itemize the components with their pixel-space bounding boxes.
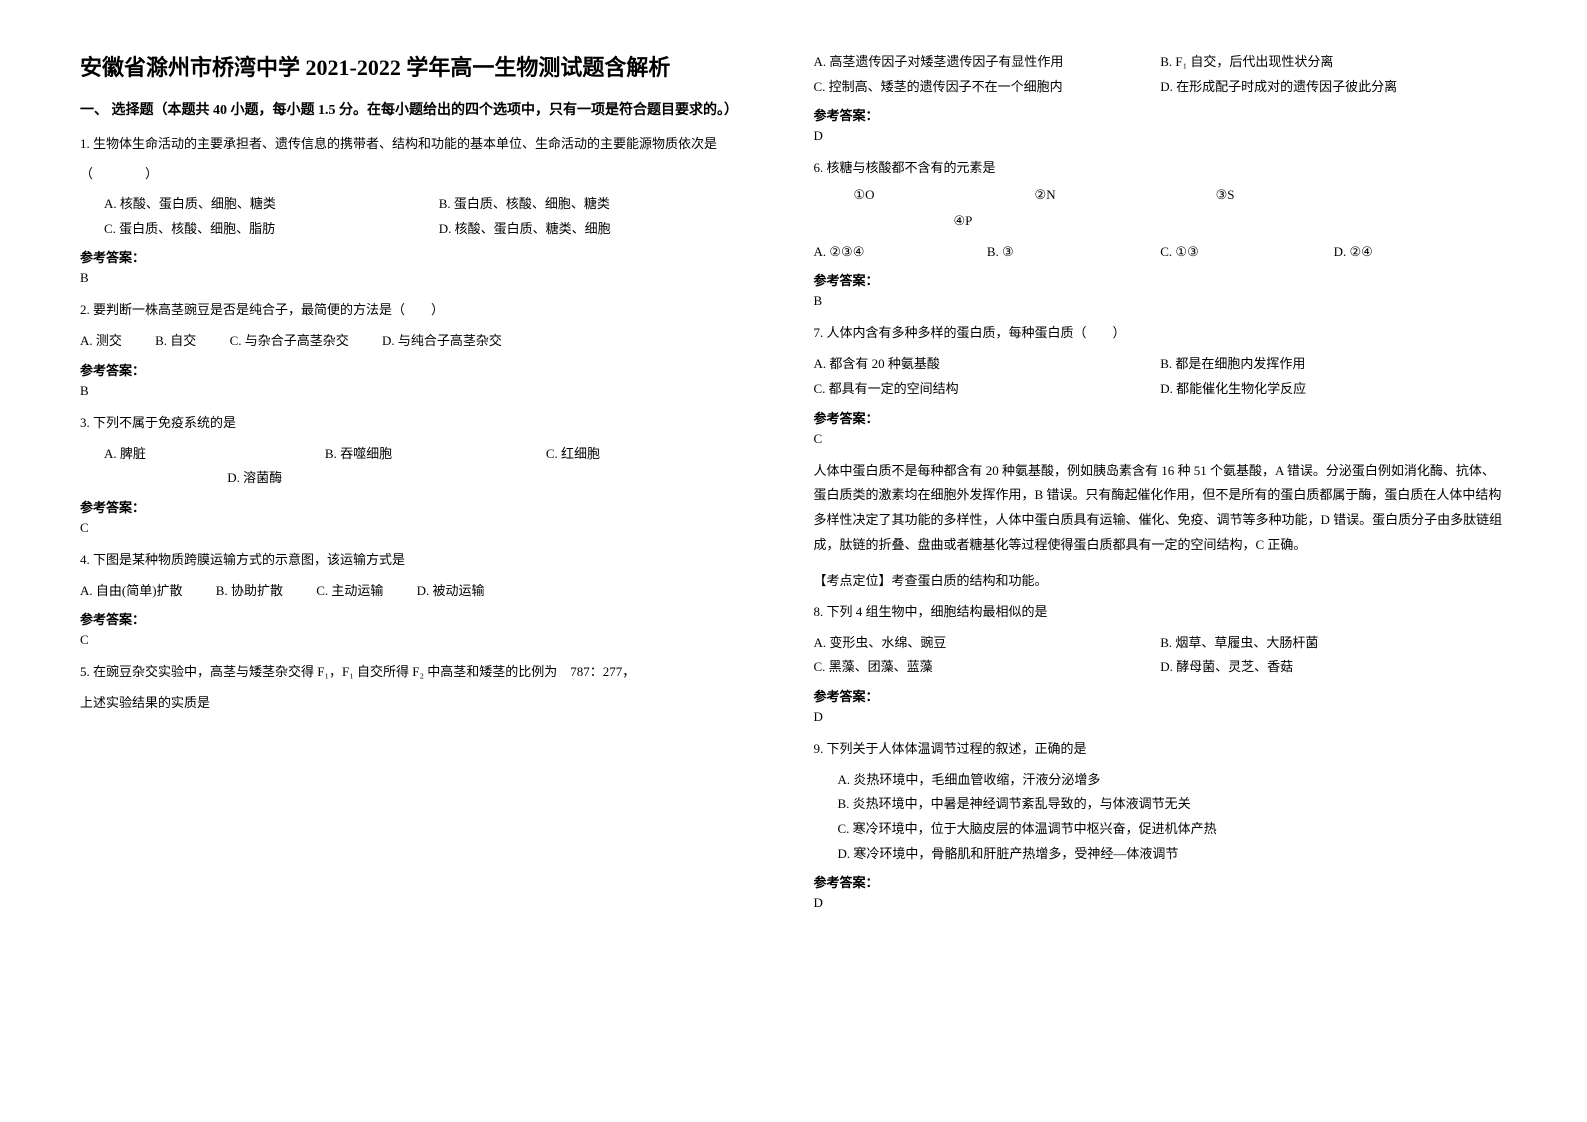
q5-options: A. 高茎遗传因子对矮茎遗传因子有显性作用 B. F₁ 自交，后代出现性状分离 … — [814, 50, 1508, 99]
q6-answer-label: 参考答案： — [814, 270, 1508, 289]
q3-answer-label: 参考答案： — [80, 497, 774, 516]
q5-stem1: 5. 在豌豆杂交实验中，高茎与矮茎杂交得 F₁，F₁ 自交所得 F₂ 中高茎和矮… — [80, 660, 774, 685]
q4-options: A. 自由(简单)扩散 B. 协助扩散 C. 主动运输 D. 被动运输 — [80, 579, 774, 604]
q8-optA: A. 变形虫、水绵、豌豆 — [814, 631, 1161, 656]
document-title: 安徽省滁州市桥湾中学 2021-2022 学年高一生物测试题含解析 — [80, 50, 774, 82]
q6-answer: B — [814, 293, 1508, 309]
q8-options: A. 变形虫、水绵、豌豆 B. 烟草、草履虫、大肠杆菌 C. 黑藻、团藻、蓝藻 … — [814, 631, 1508, 680]
q1-paren: （ ） — [80, 163, 774, 182]
q3-optC: C. 红细胞 — [546, 442, 767, 467]
q5-answer: D — [814, 128, 1508, 144]
q6-options: A. ②③④ B. ③ C. ①③ D. ②④ — [814, 240, 1508, 265]
q7-optD: D. 都能催化生物化学反应 — [1160, 377, 1507, 402]
q6-sub-row2: ④P — [814, 209, 1508, 234]
q7-point: 【考点定位】考查蛋白质的结构和功能。 — [814, 569, 1508, 594]
q8-answer-label: 参考答案： — [814, 686, 1508, 705]
q6-stem: 6. 核糖与核酸都不含有的元素是 — [814, 156, 1508, 181]
q4-answer-label: 参考答案： — [80, 609, 774, 628]
left-column: 安徽省滁州市桥湾中学 2021-2022 学年高一生物测试题含解析 一、 选择题… — [60, 50, 794, 1072]
q3-stem: 3. 下列不属于免疫系统的是 — [80, 411, 774, 436]
q6-sub2: ②N — [1035, 187, 1056, 203]
q2-options: A. 测交 B. 自交 C. 与杂合子高茎杂交 D. 与纯合子高茎杂交 — [80, 329, 774, 354]
q9-optB: B. 炎热环境中，中暑是神经调节紊乱导致的，与体液调节无关 — [838, 792, 1508, 817]
q3-optA: A. 脾脏 — [104, 442, 325, 467]
q7-options: A. 都含有 20 种氨基酸 B. 都是在细胞内发挥作用 C. 都具有一定的空间… — [814, 352, 1508, 401]
q2-stem: 2. 要判断一株高茎豌豆是否是纯合子，最简便的方法是（ ） — [80, 298, 774, 323]
q7-answer: C — [814, 431, 1508, 447]
q5-optA: A. 高茎遗传因子对矮茎遗传因子有显性作用 — [814, 50, 1161, 75]
q7-explanation: 人体中蛋白质不是每种都含有 20 种氨基酸，例如胰岛素含有 16 种 51 个氨… — [814, 459, 1508, 558]
q6-sub1: ①O — [854, 187, 875, 203]
q4-optA: A. 自由(简单)扩散 — [80, 583, 183, 598]
q9-optC: C. 寒冷环境中，位于大脑皮层的体温调节中枢兴奋，促进机体产热 — [838, 817, 1508, 842]
q7-optC: C. 都具有一定的空间结构 — [814, 377, 1161, 402]
q9-options: A. 炎热环境中，毛细血管收缩，汗液分泌增多 B. 炎热环境中，中暑是神经调节紊… — [814, 768, 1508, 867]
q6-optC: C. ①③ — [1160, 240, 1333, 265]
q8-optB: B. 烟草、草履虫、大肠杆菌 — [1160, 631, 1507, 656]
q4-optB: B. 协助扩散 — [216, 583, 283, 598]
q6-optB: B. ③ — [987, 240, 1160, 265]
q2-optA: A. 测交 — [80, 333, 122, 348]
q2-optB: B. 自交 — [155, 333, 196, 348]
q5-optD: D. 在形成配子时成对的遗传因子彼此分离 — [1160, 75, 1507, 100]
q1-options: A. 核酸、蛋白质、细胞、糖类 B. 蛋白质、核酸、细胞、糖类 C. 蛋白质、核… — [80, 192, 774, 241]
q8-optD: D. 酵母菌、灵芝、香菇 — [1160, 655, 1507, 680]
q8-answer: D — [814, 709, 1508, 725]
q4-optD: D. 被动运输 — [417, 583, 485, 598]
q8-optC: C. 黑藻、团藻、蓝藻 — [814, 655, 1161, 680]
q5-answer-label: 参考答案： — [814, 105, 1508, 124]
q6-optD: D. ②④ — [1334, 240, 1507, 265]
q7-answer-label: 参考答案： — [814, 408, 1508, 427]
q4-stem: 4. 下图是某种物质跨膜运输方式的示意图，该运输方式是 — [80, 548, 774, 573]
q3-options: A. 脾脏 B. 吞噬细胞 C. 红细胞 D. 溶菌酶 — [80, 442, 774, 491]
q6-optA: A. ②③④ — [814, 240, 987, 265]
q5-optB: B. F₁ 自交，后代出现性状分离 — [1160, 50, 1507, 75]
q2-answer: B — [80, 383, 774, 399]
q4-optC: C. 主动运输 — [316, 583, 383, 598]
q1-answer: B — [80, 270, 774, 286]
q2-answer-label: 参考答案： — [80, 360, 774, 379]
q3-optB: B. 吞噬细胞 — [325, 442, 546, 467]
q7-optB: B. 都是在细胞内发挥作用 — [1160, 352, 1507, 377]
q9-stem: 9. 下列关于人体体温调节过程的叙述，正确的是 — [814, 737, 1508, 762]
q5-stem2: 上述实验结果的实质是 — [80, 691, 774, 716]
q4-answer: C — [80, 632, 774, 648]
q9-optA: A. 炎热环境中，毛细血管收缩，汗液分泌增多 — [838, 768, 1508, 793]
q6-sub4: ④P — [954, 213, 973, 228]
q7-optA: A. 都含有 20 种氨基酸 — [814, 352, 1161, 377]
q2-optD: D. 与纯合子高茎杂交 — [382, 333, 502, 348]
q1-answer-label: 参考答案： — [80, 247, 774, 266]
q1-optC: C. 蛋白质、核酸、细胞、脂肪 — [104, 217, 439, 242]
q8-stem: 8. 下列 4 组生物中，细胞结构最相似的是 — [814, 600, 1508, 625]
section-heading: 一、 选择题（本题共 40 小题，每小题 1.5 分。在每小题给出的四个选项中，… — [80, 100, 774, 122]
q9-optD: D. 寒冷环境中，骨骼肌和肝脏产热增多，受神经—体液调节 — [838, 842, 1508, 867]
q9-answer-label: 参考答案： — [814, 872, 1508, 891]
q9-answer: D — [814, 895, 1508, 911]
q3-answer: C — [80, 520, 774, 536]
q1-optB: B. 蛋白质、核酸、细胞、糖类 — [439, 192, 774, 217]
q2-optC: C. 与杂合子高茎杂交 — [230, 333, 349, 348]
q1-optA: A. 核酸、蛋白质、细胞、糖类 — [104, 192, 439, 217]
q5-optC: C. 控制高、矮茎的遗传因子不在一个细胞内 — [814, 75, 1161, 100]
q6-sub-row1: ①O ②N ③S — [814, 187, 1508, 203]
q1-stem: 1. 生物体生命活动的主要承担者、遗传信息的携带者、结构和功能的基本单位、生命活… — [80, 132, 774, 157]
q3-optD: D. 溶菌酶 — [227, 470, 282, 485]
q1-optD: D. 核酸、蛋白质、糖类、细胞 — [439, 217, 774, 242]
q7-stem: 7. 人体内含有多种多样的蛋白质，每种蛋白质（ ） — [814, 321, 1508, 346]
right-column: A. 高茎遗传因子对矮茎遗传因子有显性作用 B. F₁ 自交，后代出现性状分离 … — [794, 50, 1528, 1072]
q6-sub3: ③S — [1216, 187, 1235, 203]
